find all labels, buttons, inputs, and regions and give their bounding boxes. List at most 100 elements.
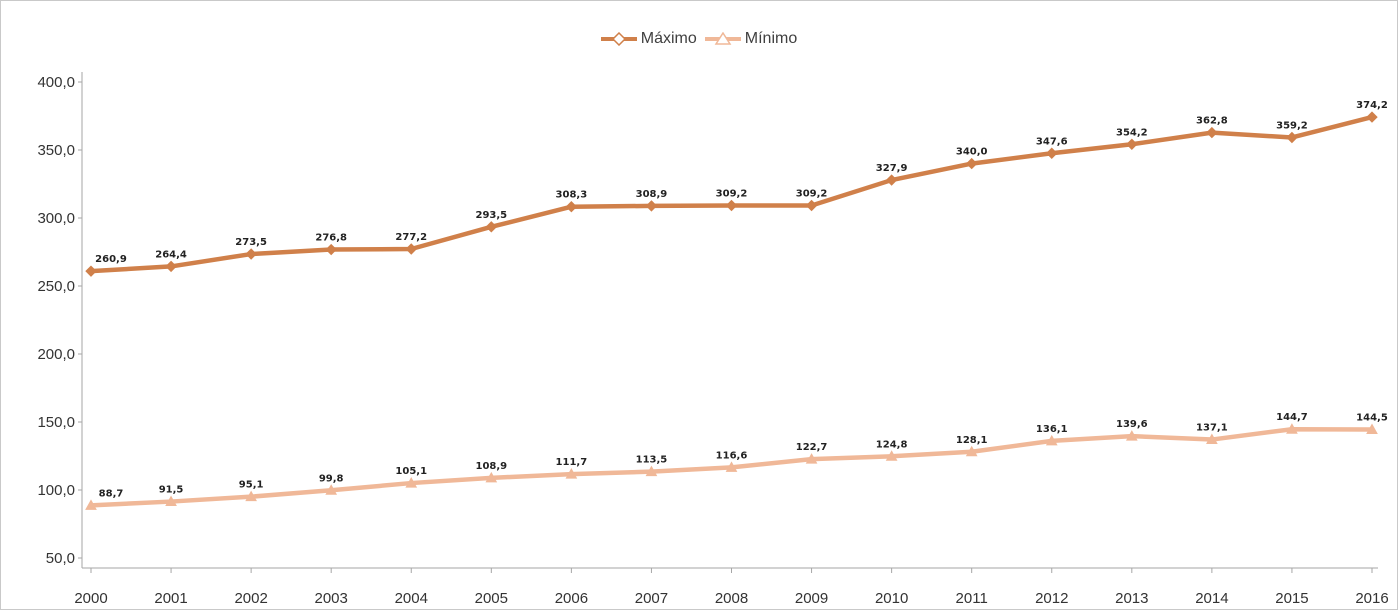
- data-label-maximo: 293,5: [475, 210, 507, 221]
- data-label-maximo: 347,6: [1036, 136, 1068, 147]
- y-tick-label: 400,0: [37, 74, 75, 91]
- data-label-maximo: 273,5: [235, 237, 267, 248]
- data-label-minimo: 116,6: [716, 450, 748, 461]
- point-marker-minimo: [85, 499, 97, 510]
- point-marker-maximo: [1366, 111, 1378, 123]
- legend-item-maximo: Máximo: [600, 30, 697, 48]
- legend-swatch-maximo: [600, 32, 637, 46]
- data-label-minimo: 91,5: [159, 485, 184, 496]
- x-tick-label: 2015: [1275, 590, 1308, 607]
- point-marker-minimo: [1045, 434, 1058, 446]
- point-marker-minimo: [485, 471, 498, 483]
- data-label-maximo: 359,2: [1276, 120, 1308, 131]
- point-marker-minimo: [965, 445, 978, 457]
- y-tick-label: 100,0: [37, 482, 75, 499]
- data-label-maximo: 374,2: [1356, 100, 1388, 111]
- x-tick-label: 2008: [715, 590, 748, 607]
- legend-label-minimo: Mínimo: [744, 30, 798, 47]
- x-tick-label: 2005: [475, 590, 508, 607]
- point-marker-maximo: [805, 199, 818, 212]
- y-tick-label: 300,0: [37, 210, 75, 227]
- x-tick-label: 2013: [1115, 590, 1148, 607]
- x-tick-label: 2000: [74, 590, 107, 607]
- data-label-maximo: 362,8: [1196, 116, 1228, 127]
- point-marker-maximo: [645, 200, 658, 212]
- point-marker-maximo: [725, 199, 738, 212]
- point-marker-minimo: [1366, 423, 1378, 434]
- y-tick-label: 50,0: [46, 550, 75, 567]
- x-tick-label: 2011: [956, 590, 988, 607]
- x-tick-label: 2001: [154, 590, 187, 607]
- point-marker-maximo: [325, 243, 337, 256]
- x-tick-label: 2009: [795, 590, 828, 607]
- data-label-maximo: 327,9: [876, 163, 908, 174]
- data-label-maximo: 276,8: [315, 233, 347, 244]
- data-label-minimo: 144,7: [1276, 412, 1308, 423]
- point-marker-minimo: [885, 450, 898, 461]
- point-marker-maximo: [565, 201, 578, 213]
- data-label-minimo: 113,5: [636, 455, 668, 466]
- point-marker-minimo: [405, 477, 418, 488]
- point-marker-maximo: [965, 157, 978, 170]
- data-label-minimo: 99,8: [319, 473, 344, 484]
- legend: Máximo Mínimo: [0, 30, 1398, 48]
- data-label-minimo: 124,8: [876, 439, 908, 450]
- point-marker-maximo: [1046, 147, 1058, 159]
- x-tick-label: 2006: [555, 590, 588, 607]
- point-marker-maximo: [165, 260, 177, 273]
- point-marker-minimo: [1125, 430, 1138, 441]
- point-marker-maximo: [1126, 138, 1138, 150]
- x-tick-label: 2016: [1355, 590, 1388, 607]
- x-tick-label: 2007: [635, 590, 668, 607]
- data-label-minimo: 128,1: [956, 435, 988, 446]
- point-marker-minimo: [1206, 433, 1218, 445]
- point-marker-minimo: [1286, 423, 1298, 434]
- x-tick-label: 2012: [1035, 590, 1068, 607]
- x-tick-label: 2002: [234, 590, 267, 607]
- data-label-minimo: 144,5: [1356, 412, 1388, 423]
- data-label-minimo: 137,1: [1196, 423, 1228, 434]
- point-marker-maximo: [485, 221, 498, 233]
- point-marker-maximo: [1286, 131, 1298, 144]
- x-tick-label: 2003: [315, 590, 348, 607]
- data-label-minimo: 136,1: [1036, 424, 1068, 435]
- point-marker-minimo: [565, 468, 578, 479]
- data-label-minimo: 88,7: [99, 488, 124, 499]
- point-marker-maximo: [1206, 126, 1218, 139]
- point-marker-minimo: [645, 465, 658, 477]
- legend-swatch-minimo: [704, 32, 741, 45]
- point-marker-maximo: [85, 265, 97, 277]
- data-label-minimo: 122,7: [796, 442, 828, 453]
- data-label-maximo: 308,3: [556, 190, 588, 201]
- data-label-minimo: 105,1: [395, 466, 427, 477]
- point-marker-maximo: [885, 174, 898, 186]
- point-marker-minimo: [165, 495, 177, 507]
- y-tick-label: 200,0: [37, 346, 75, 363]
- point-marker-minimo: [805, 453, 818, 464]
- data-label-minimo: 139,6: [1116, 419, 1148, 430]
- data-label-maximo: 309,2: [716, 188, 748, 199]
- data-label-maximo: 277,2: [395, 232, 427, 243]
- data-label-minimo: 95,1: [239, 480, 264, 491]
- point-marker-minimo: [725, 461, 738, 472]
- data-label-maximo: 354,2: [1116, 127, 1148, 138]
- point-marker-maximo: [245, 248, 257, 260]
- data-label-maximo: 309,2: [796, 188, 828, 199]
- legend-item-minimo: Mínimo: [704, 30, 798, 48]
- point-marker-minimo: [325, 484, 338, 495]
- point-marker-minimo: [245, 490, 257, 502]
- data-label-maximo: 264,4: [155, 249, 187, 260]
- data-label-minimo: 111,7: [556, 457, 588, 468]
- y-tick-label: 150,0: [37, 414, 75, 431]
- legend-label-maximo: Máximo: [640, 30, 697, 47]
- x-tick-label: 2010: [875, 590, 908, 607]
- y-tick-label: 350,0: [37, 142, 75, 159]
- x-tick-label: 2004: [395, 590, 428, 607]
- data-label-minimo: 108,9: [475, 461, 507, 472]
- y-tick-label: 250,0: [37, 278, 75, 295]
- x-tick-label: 2014: [1195, 590, 1228, 607]
- data-label-maximo: 308,9: [636, 189, 668, 200]
- data-label-maximo: 340,0: [956, 147, 988, 158]
